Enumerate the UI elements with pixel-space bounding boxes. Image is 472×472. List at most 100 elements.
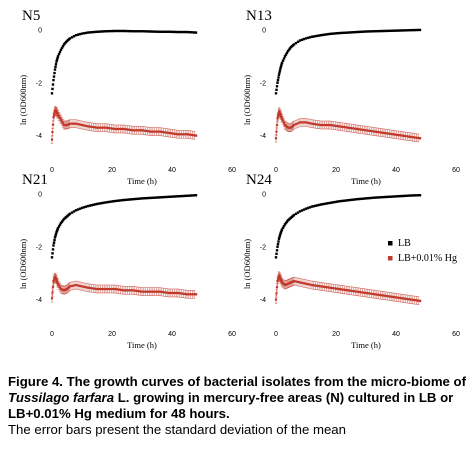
data-point xyxy=(375,130,378,133)
data-point xyxy=(292,43,296,46)
data-point xyxy=(184,194,187,198)
data-point xyxy=(115,288,118,291)
data-point xyxy=(187,133,190,136)
data-point xyxy=(282,121,286,124)
data-point xyxy=(327,202,330,205)
data-point xyxy=(139,30,142,33)
caption-lead: Figure 4. The growth curves of bacterial… xyxy=(8,374,466,389)
data-point xyxy=(57,115,61,118)
legend-label: LB xyxy=(398,238,411,249)
data-point xyxy=(280,279,283,283)
data-point xyxy=(191,31,194,34)
data-point xyxy=(411,194,414,197)
data-point xyxy=(275,286,279,289)
data-point xyxy=(279,67,282,70)
series-lb xyxy=(50,29,198,95)
data-point xyxy=(275,88,278,91)
data-point xyxy=(327,32,330,36)
data-point xyxy=(80,123,84,127)
figure-4-charts: N5 0 20 40 60 0 -2 -4 Time (h) ln (OD600nm) N13 0 20… xyxy=(18,8,460,350)
data-point xyxy=(104,30,108,33)
data-point xyxy=(86,286,90,289)
data-point xyxy=(194,134,198,137)
data-point xyxy=(144,30,147,33)
data-point xyxy=(292,213,296,217)
data-point xyxy=(275,85,279,88)
data-point xyxy=(298,39,302,42)
data-point xyxy=(122,29,126,33)
data-point xyxy=(135,197,138,201)
data-point xyxy=(191,133,194,137)
data-point xyxy=(382,294,386,297)
data-point xyxy=(399,29,402,32)
data-point xyxy=(84,286,88,289)
data-point xyxy=(275,123,279,127)
figure-caption: Figure 4. The growth curves of bacterial… xyxy=(8,374,468,438)
data-point xyxy=(276,78,280,82)
data-point xyxy=(80,32,84,35)
data-point xyxy=(372,196,375,199)
data-point xyxy=(364,291,368,295)
x-tick-label: 40 xyxy=(392,167,400,174)
data-point xyxy=(162,291,165,294)
data-point xyxy=(332,32,335,35)
data-point xyxy=(60,46,64,50)
data-point xyxy=(393,29,396,32)
data-point xyxy=(314,34,317,38)
data-point xyxy=(276,242,280,246)
data-point xyxy=(350,127,353,130)
data-point xyxy=(162,195,165,199)
data-point xyxy=(175,30,178,34)
data-point xyxy=(408,135,411,138)
data-point xyxy=(95,287,99,291)
data-point xyxy=(286,49,290,53)
data-point xyxy=(275,292,278,295)
data-point xyxy=(384,29,387,33)
data-point xyxy=(88,286,91,290)
data-point xyxy=(368,30,371,33)
data-point xyxy=(336,287,339,290)
data-point xyxy=(53,111,56,114)
data-point xyxy=(306,206,310,210)
data-point xyxy=(122,289,126,292)
data-point xyxy=(153,130,156,133)
data-point xyxy=(158,130,162,133)
data-point xyxy=(128,29,131,33)
x-tick-label: 60 xyxy=(452,331,460,338)
data-point xyxy=(155,130,158,133)
data-point xyxy=(296,40,300,44)
data-point xyxy=(345,126,348,129)
data-point xyxy=(70,122,74,125)
data-point xyxy=(59,118,63,121)
data-point xyxy=(80,206,84,210)
data-point xyxy=(157,130,160,133)
data-point xyxy=(140,30,144,33)
data-point xyxy=(61,219,65,222)
data-point xyxy=(323,285,326,289)
data-point xyxy=(68,122,72,125)
panel-title: N21 xyxy=(22,172,48,188)
data-point xyxy=(381,29,384,33)
data-point xyxy=(167,195,171,199)
data-point xyxy=(281,119,285,122)
data-point xyxy=(375,293,378,296)
data-point xyxy=(187,293,190,296)
series-lb-hg xyxy=(50,272,198,303)
data-point xyxy=(277,240,280,243)
data-point xyxy=(55,279,59,283)
data-point xyxy=(173,195,176,198)
series-lb-hg xyxy=(274,107,422,143)
data-point xyxy=(167,291,171,295)
data-point xyxy=(193,134,196,137)
data-point xyxy=(53,71,56,75)
data-point xyxy=(133,197,136,201)
data-point xyxy=(110,29,113,33)
data-point xyxy=(56,228,59,231)
data-point xyxy=(391,29,395,32)
data-point xyxy=(352,198,355,201)
data-point xyxy=(277,237,281,241)
data-point xyxy=(137,129,140,132)
data-point xyxy=(366,129,369,132)
data-point xyxy=(140,290,144,293)
data-point xyxy=(397,195,400,198)
